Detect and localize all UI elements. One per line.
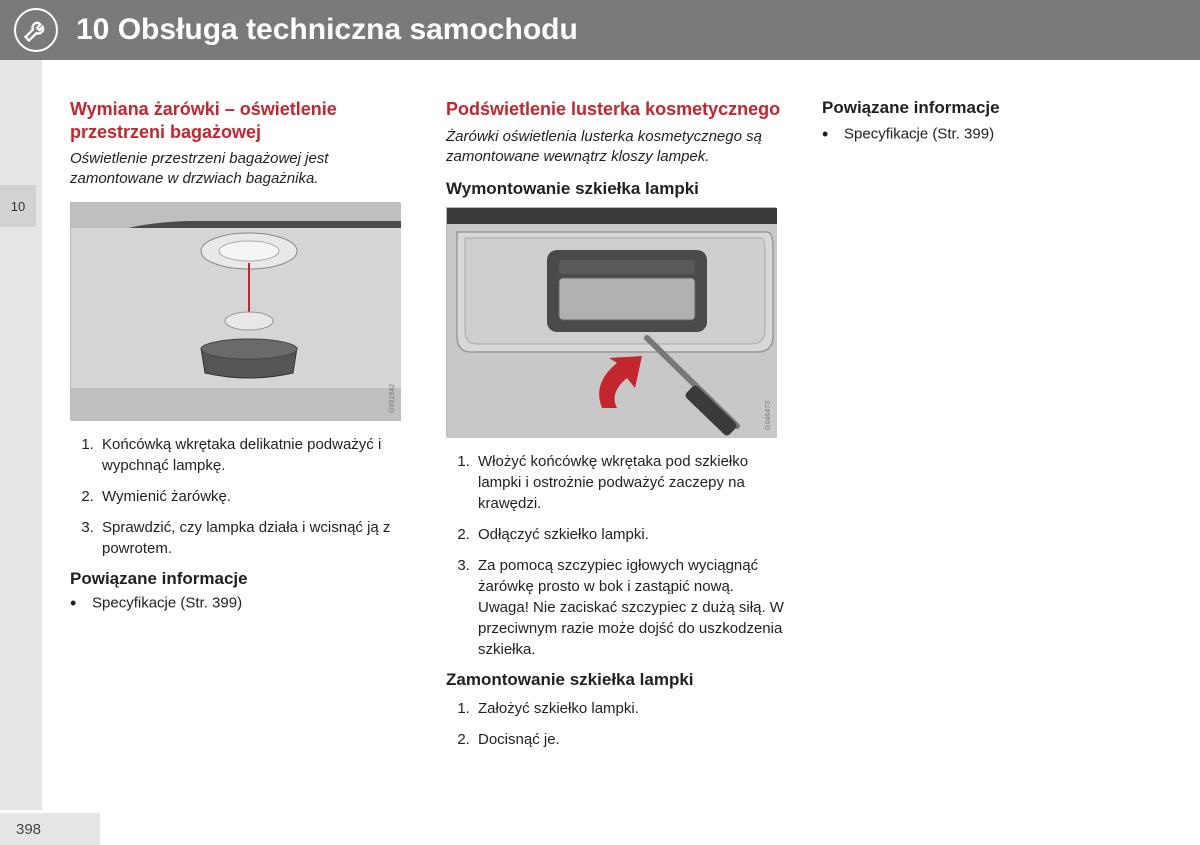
step-item: Założyć szkiełko lampki. bbox=[474, 698, 786, 719]
related-info-heading: Powiązane informacje bbox=[70, 569, 410, 589]
column-1: Wymiana żarówki – oświetlenie przestrzen… bbox=[70, 98, 410, 760]
figure-code: G031942 bbox=[389, 384, 396, 413]
step-item: Docisnąć je. bbox=[474, 729, 786, 750]
figure-vanity-mirror: G046473 bbox=[446, 207, 776, 437]
related-list: Specyfikacje (Str. 399) bbox=[822, 124, 1162, 145]
wrench-icon bbox=[14, 8, 58, 52]
step-item: Odłączyć szkiełko lampki. bbox=[474, 524, 786, 545]
section-title: Wymiana żarówki – oświetlenie przestrzen… bbox=[70, 98, 410, 143]
chapter-tab-label: 10 bbox=[11, 199, 25, 214]
chapter-title-text: Obsługa techniczna samochodu bbox=[118, 13, 578, 46]
lead-text: Oświetlenie przestrzeni bagażowej jest z… bbox=[70, 149, 410, 190]
steps-list-install: Założyć szkiełko lampki. Docisnąć je. bbox=[446, 698, 786, 750]
chapter-number: 10 bbox=[76, 13, 109, 46]
page-number-footer: 398 bbox=[0, 813, 100, 845]
step-item: Końcówką wkrętaka delikatnie podważyć i … bbox=[98, 434, 410, 476]
section-title: Podświetlenie lusterka kosmetycznego bbox=[446, 98, 786, 121]
figure-code: G046473 bbox=[765, 401, 772, 430]
lead-text: Żarówki oświetlenia lusterka kosmetyczne… bbox=[446, 127, 786, 168]
step-item: Sprawdzić, czy lampka działa i wcisnąć j… bbox=[98, 517, 410, 559]
column-2: Podświetlenie lusterka kosmetycznego Żar… bbox=[446, 98, 786, 760]
subheading-install: Zamontowanie szkiełka lampki bbox=[446, 670, 786, 690]
steps-list-remove: Włożyć końcówkę wkrętaka pod szkiełko la… bbox=[446, 451, 786, 660]
content-columns: Wymiana żarówki – oświetlenie przestrzen… bbox=[70, 98, 1170, 760]
related-info-heading: Powiązane informacje bbox=[822, 98, 1162, 118]
column-3: Powiązane informacje Specyfikacje (Str. … bbox=[822, 98, 1162, 760]
related-item: Specyfikacje (Str. 399) bbox=[70, 593, 410, 614]
side-margin bbox=[0, 60, 42, 810]
chapter-header: 10 Obsługa techniczna samochodu bbox=[0, 0, 1200, 60]
step-item: Włożyć końcówkę wkrętaka pod szkiełko la… bbox=[474, 451, 786, 514]
chapter-tab: 10 bbox=[0, 185, 36, 227]
chapter-title: 10 Obsługa techniczna samochodu bbox=[76, 13, 578, 47]
related-item: Specyfikacje (Str. 399) bbox=[822, 124, 1162, 145]
subheading-remove: Wymontowanie szkiełka lampki bbox=[446, 179, 786, 199]
step-item: Za pomocą szczypiec igłowych wyciągnąć ż… bbox=[474, 555, 786, 660]
page-number: 398 bbox=[16, 821, 41, 838]
related-list: Specyfikacje (Str. 399) bbox=[70, 593, 410, 614]
figure-cargo-light: G031942 bbox=[70, 202, 400, 420]
steps-list: Końcówką wkrętaka delikatnie podważyć i … bbox=[70, 434, 410, 559]
step-item: Wymienić żarówkę. bbox=[98, 486, 410, 507]
